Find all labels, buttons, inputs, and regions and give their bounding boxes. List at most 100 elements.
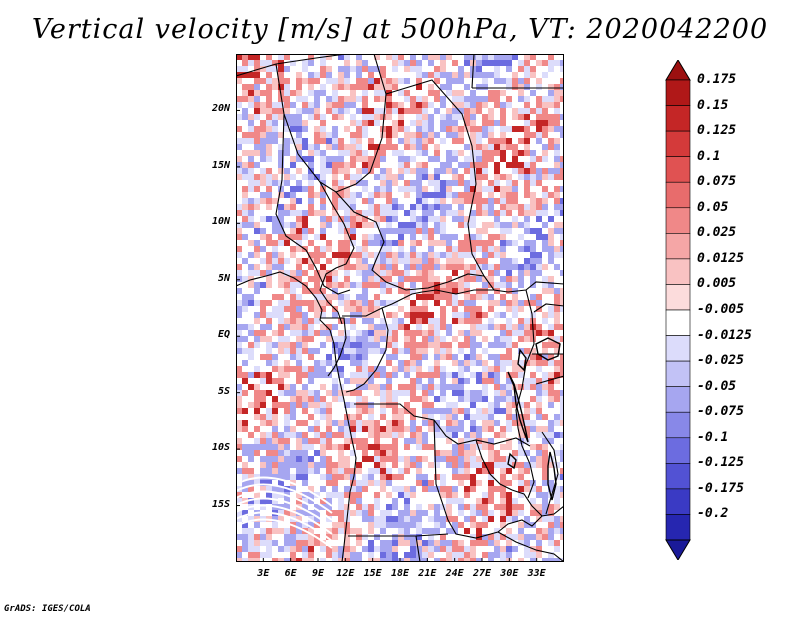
field-cell — [404, 336, 411, 343]
field-cell — [554, 540, 561, 547]
field-cell — [482, 342, 489, 349]
field-streak — [236, 511, 333, 542]
field-cell — [506, 222, 513, 229]
field-cell — [482, 456, 489, 463]
field-cell — [458, 456, 465, 463]
field-cell — [290, 66, 297, 73]
field-cell — [416, 186, 423, 193]
field-cell — [362, 450, 369, 457]
field-cell — [518, 426, 525, 433]
field-cell — [344, 558, 351, 562]
lat-tick-label: 15N — [211, 159, 230, 171]
field-cell — [350, 252, 357, 259]
field-cell — [416, 498, 423, 505]
field-cell — [518, 96, 525, 103]
field-cell — [254, 312, 261, 319]
field-cell — [320, 426, 327, 433]
field-cell — [488, 492, 495, 499]
field-cell — [506, 504, 513, 511]
field-cell — [260, 264, 267, 271]
field-cell — [452, 192, 459, 199]
field-cell — [404, 318, 411, 325]
field-cell — [314, 102, 321, 109]
field-cell — [470, 132, 477, 139]
field-cell — [392, 384, 399, 391]
field-cell — [242, 150, 249, 157]
field-cell — [284, 102, 291, 109]
field-cell — [284, 408, 291, 415]
field-cell — [356, 342, 363, 349]
field-cell — [254, 204, 261, 211]
field-cell — [278, 474, 285, 481]
field-cell — [236, 102, 243, 109]
field-cell — [560, 510, 564, 517]
field-cell — [458, 366, 465, 373]
field-cell — [542, 132, 549, 139]
field-cell — [410, 408, 417, 415]
field-cell — [386, 96, 393, 103]
field-cell — [398, 126, 405, 133]
field-cell — [338, 516, 345, 523]
field-cell — [464, 234, 471, 241]
field-cell — [506, 330, 513, 337]
field-cell — [506, 138, 513, 145]
field-cell — [332, 342, 339, 349]
field-cell — [278, 156, 285, 163]
field-cell — [308, 162, 315, 169]
field-cell — [302, 294, 309, 301]
field-cell — [332, 378, 339, 385]
field-cell — [500, 306, 507, 313]
field-cell — [302, 498, 309, 505]
field-cell — [284, 372, 291, 379]
field-cell — [488, 450, 495, 457]
field-cell — [302, 558, 309, 562]
field-cell — [374, 504, 381, 511]
field-cell — [452, 390, 459, 397]
field-cell — [392, 300, 399, 307]
field-cell — [302, 552, 309, 559]
field-cell — [548, 516, 555, 523]
field-cell — [506, 84, 513, 91]
field-cell — [398, 144, 405, 151]
field-cell — [362, 420, 369, 427]
field-cell — [470, 480, 477, 487]
field-cell — [374, 132, 381, 139]
lat-tick-label: 15S — [211, 498, 230, 510]
field-cell — [404, 366, 411, 373]
field-cell — [398, 186, 405, 193]
field-cell — [392, 264, 399, 271]
field-cell — [404, 438, 411, 445]
field-cell — [476, 192, 483, 199]
field-cell — [518, 228, 525, 235]
field-cell — [236, 504, 243, 511]
field-cell — [554, 126, 561, 133]
field-cell — [470, 96, 477, 103]
field-cell — [506, 294, 513, 301]
field-cell — [356, 474, 363, 481]
field-cell — [542, 246, 549, 253]
field-cell — [416, 366, 423, 373]
field-cell — [350, 120, 357, 127]
field-cell — [494, 354, 501, 361]
field-cell — [452, 516, 459, 523]
field-cell — [386, 528, 393, 535]
field-cell — [422, 174, 429, 181]
field-cell — [308, 558, 315, 562]
field-cell — [524, 396, 531, 403]
field-streak — [236, 483, 333, 514]
field-cell — [512, 204, 519, 211]
field-cell — [500, 342, 507, 349]
field-cell — [362, 474, 369, 481]
field-cell — [398, 498, 405, 505]
field-cell — [290, 498, 297, 505]
field-cell — [338, 270, 345, 277]
field-cell — [368, 282, 375, 289]
field-cell — [248, 438, 255, 445]
field-cell — [302, 372, 309, 379]
field-cell — [452, 450, 459, 457]
field-cell — [500, 66, 507, 73]
field-cell — [458, 492, 465, 499]
field-cell — [362, 114, 369, 121]
field-cell — [410, 492, 417, 499]
field-cell — [488, 480, 495, 487]
